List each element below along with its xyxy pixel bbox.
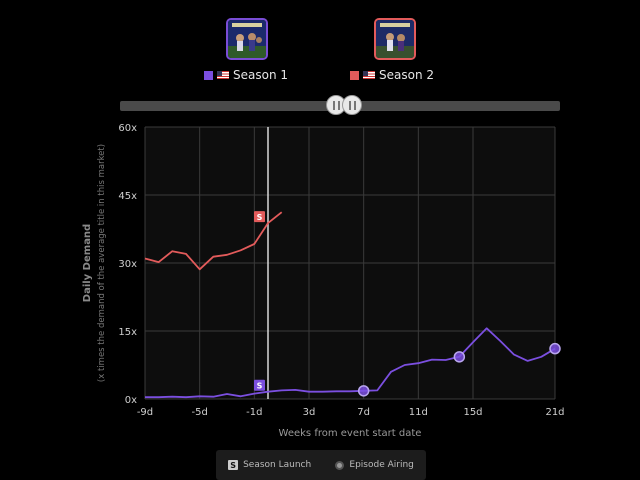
- season-1-thumbnail[interactable]: [226, 18, 268, 60]
- pause-icon: [332, 100, 340, 110]
- slider-handle-right[interactable]: [342, 95, 362, 115]
- season-launch-badge: [254, 379, 265, 391]
- season-launch-icon: S: [228, 460, 239, 470]
- marker-legend: S Season Launch Episode Airing: [216, 450, 426, 480]
- y-tick-label: 60x: [118, 123, 137, 134]
- season-2-poster-image: [376, 20, 414, 58]
- legend-series-1[interactable]: Season 1: [204, 68, 288, 82]
- y-tick-label: 30x: [118, 259, 137, 270]
- season-2-thumbnail[interactable]: [374, 18, 416, 60]
- x-axis-label: Weeks from event start date: [279, 428, 422, 439]
- series-1-label: Season 1: [233, 68, 289, 82]
- season-launch-label: Season Launch: [243, 460, 312, 470]
- episode-airing-legend: Episode Airing: [335, 460, 414, 470]
- x-tick-label: -5d: [192, 407, 208, 418]
- y-tick-label: 0x: [125, 395, 137, 406]
- y-axis-label: Daily Demand: [82, 224, 93, 302]
- series-line-1: [145, 327, 556, 399]
- season-launch-legend: S Season Launch: [228, 460, 311, 470]
- season-1-poster-image: [228, 20, 266, 58]
- episode-airing-marker: [357, 385, 370, 397]
- episode-airing-icon: [335, 460, 345, 470]
- us-flag-icon: [217, 71, 229, 79]
- legend-series-2[interactable]: Season 2: [350, 68, 434, 82]
- season-launch-badge-text: S: [257, 382, 263, 391]
- y-tick-label: 45x: [118, 191, 137, 202]
- y-axis-sublabel: (x times the demand of the average title…: [97, 144, 107, 382]
- pause-icon: [348, 100, 356, 110]
- series-2-label: Season 2: [379, 68, 435, 82]
- series-2-swatch: [350, 70, 359, 80]
- x-tick-label: -9d: [137, 407, 153, 418]
- series-line-2: [144, 211, 283, 271]
- season-launch-marker: S: [254, 211, 265, 223]
- episode-airing-marker: [453, 351, 466, 363]
- season-launch-marker: S: [254, 379, 265, 391]
- y-tick-label: 15x: [118, 327, 137, 338]
- series-1-swatch: [204, 70, 213, 80]
- x-tick-label: 3d: [303, 407, 316, 418]
- x-tick-label: -1d: [246, 407, 262, 418]
- x-tick-label: 11d: [409, 407, 428, 418]
- episode-airing-label: Episode Airing: [349, 460, 414, 470]
- us-flag-icon: [363, 71, 375, 79]
- x-tick-label: 7d: [357, 407, 370, 418]
- season-launch-badge-text: S: [257, 213, 263, 222]
- x-tick-label: 15d: [463, 407, 482, 418]
- episode-airing-marker: [549, 342, 561, 355]
- x-tick-label: 21d: [545, 407, 564, 418]
- season-launch-badge: [254, 211, 265, 223]
